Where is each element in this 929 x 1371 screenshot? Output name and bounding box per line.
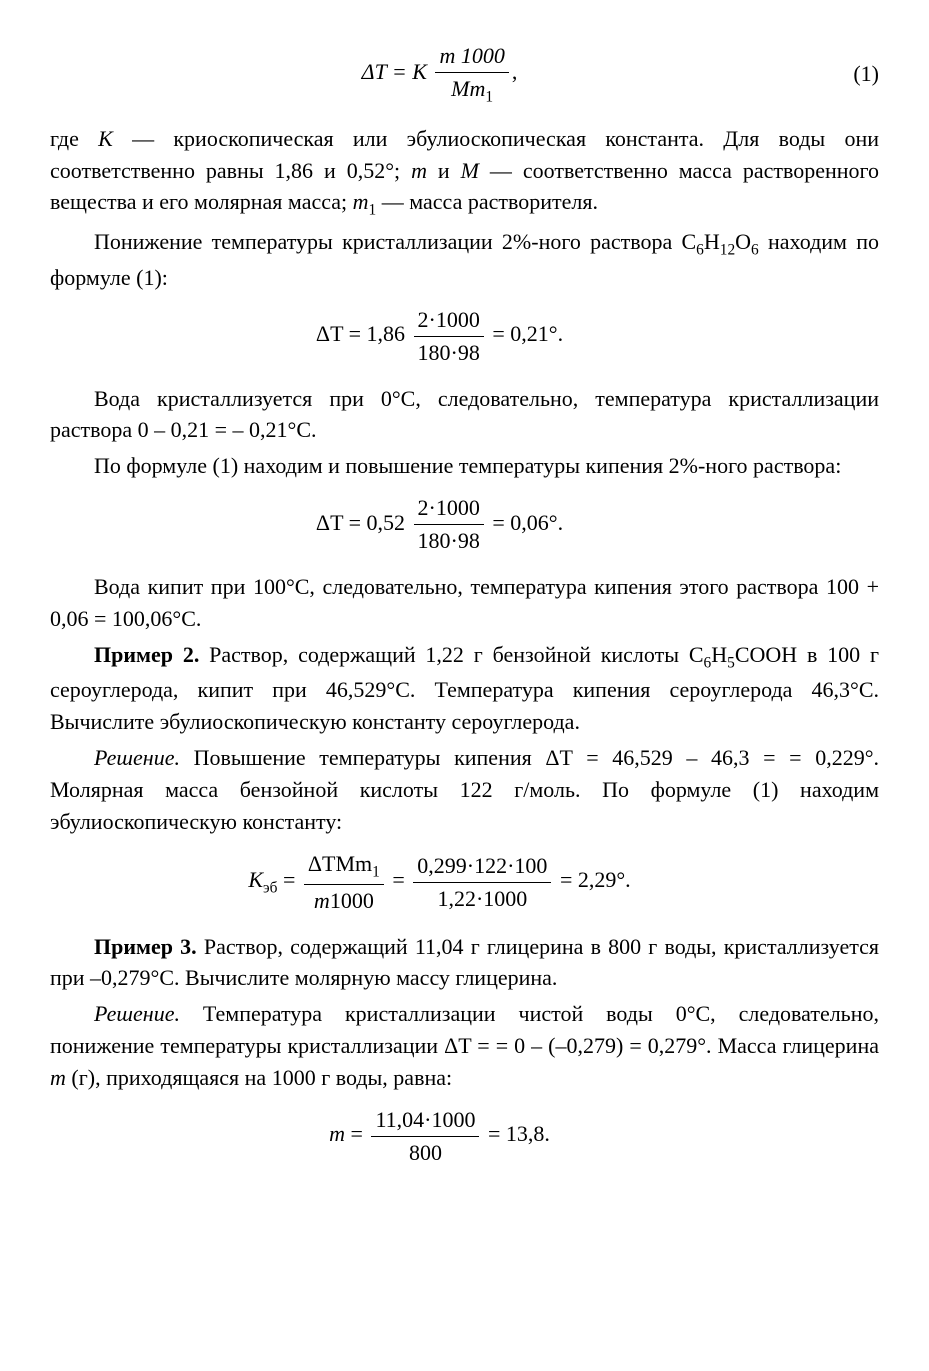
eq1-den: Mm1 xyxy=(435,73,508,109)
eq2-fraction: 2·1000 180·98 xyxy=(414,304,484,369)
eq1-fraction: m 1000 Mm1 xyxy=(435,40,508,109)
eq1-lhs: ΔT = K xyxy=(362,59,427,84)
eq4-den1: m1000 xyxy=(304,885,384,917)
eq3-rhs: = 0,06°. xyxy=(487,510,563,535)
equation-5: m = 11,04·1000 800 = 13,8. xyxy=(50,1104,879,1169)
eq4-den2: 1,22·1000 xyxy=(413,883,551,915)
eq4-num2: 0,299·122·100 xyxy=(413,850,551,883)
equation-4: Kэб = ΔTMm1 m1000 = 0,299·122·100 1,22·1… xyxy=(50,848,879,917)
eq4-K: K xyxy=(248,867,263,892)
equation-2-body: ΔT = 1,86 2·1000 180·98 = 0,21°. xyxy=(50,304,829,369)
eq3-fraction: 2·1000 180·98 xyxy=(414,492,484,557)
eq5-lhs: m xyxy=(329,1121,345,1146)
eq4-num1: ΔTMm1 xyxy=(304,848,384,885)
eq5-rhs: = 13,8. xyxy=(482,1121,549,1146)
eq3-den: 180·98 xyxy=(414,525,484,557)
equation-3: ΔT = 0,52 2·1000 180·98 = 0,06°. xyxy=(50,492,879,557)
eq3-lhs: ΔT = 0,52 xyxy=(316,510,405,535)
eq1-num: m 1000 xyxy=(435,40,508,73)
example-3: Пример 3. Раствор, содержащий 11,04 г гл… xyxy=(50,931,879,995)
eq2-lhs: ΔT = 1,86 xyxy=(316,321,405,346)
equation-1-body: ΔT = K m 1000 Mm1 , xyxy=(50,40,829,109)
equation-4-body: Kэб = ΔTMm1 m1000 = 0,299·122·100 1,22·1… xyxy=(50,848,829,917)
eq5-num: 11,04·1000 xyxy=(371,1104,479,1137)
paragraph-water-boils: Вода кипит при 100°С, следовательно, тем… xyxy=(50,571,879,635)
example-2: Пример 2. Раствор, содержащий 1,22 г бен… xyxy=(50,639,879,739)
solution-3-label: Решение. xyxy=(94,1001,180,1026)
example-3-label: Пример 3. xyxy=(94,934,197,959)
paragraph-boiling-increase: По формуле (1) находим и повышение темпе… xyxy=(50,450,879,482)
solution-3: Решение. Температура кристаллизации чист… xyxy=(50,998,879,1094)
eq3-num: 2·1000 xyxy=(414,492,484,525)
solution-2: Решение. Повышение температуры кипения Δ… xyxy=(50,742,879,838)
eq4-rhs: = 2,29°. xyxy=(554,867,630,892)
eq1-tail: , xyxy=(512,59,518,84)
solution-2-label: Решение. xyxy=(94,745,180,770)
eq4-fraction-2: 0,299·122·100 1,22·1000 xyxy=(413,850,551,915)
equation-3-body: ΔT = 0,52 2·1000 180·98 = 0,06°. xyxy=(50,492,829,557)
eq5-fraction: 11,04·1000 800 xyxy=(371,1104,479,1169)
equation-2: ΔT = 1,86 2·1000 180·98 = 0,21°. xyxy=(50,304,879,369)
example-2-label: Пример 2. xyxy=(94,642,199,667)
eq2-rhs: = 0,21°. xyxy=(487,321,563,346)
paragraph-water-crystallizes: Вода кристаллизуется при 0°С, следовател… xyxy=(50,383,879,447)
eq1-number: (1) xyxy=(829,58,879,90)
eq5-den: 800 xyxy=(371,1137,479,1169)
eq2-num: 2·1000 xyxy=(414,304,484,337)
equation-5-body: m = 11,04·1000 800 = 13,8. xyxy=(50,1104,829,1169)
equation-1: ΔT = K m 1000 Mm1 , (1) xyxy=(50,40,879,109)
paragraph-lowering-temp: Понижение температуры кристаллизации 2%-… xyxy=(50,226,879,294)
paragraph-where-K: где K — криоскопическая или эбулиоскопич… xyxy=(50,123,879,223)
eq2-den: 180·98 xyxy=(414,337,484,369)
eq4-fraction-1: ΔTMm1 m1000 xyxy=(304,848,384,917)
